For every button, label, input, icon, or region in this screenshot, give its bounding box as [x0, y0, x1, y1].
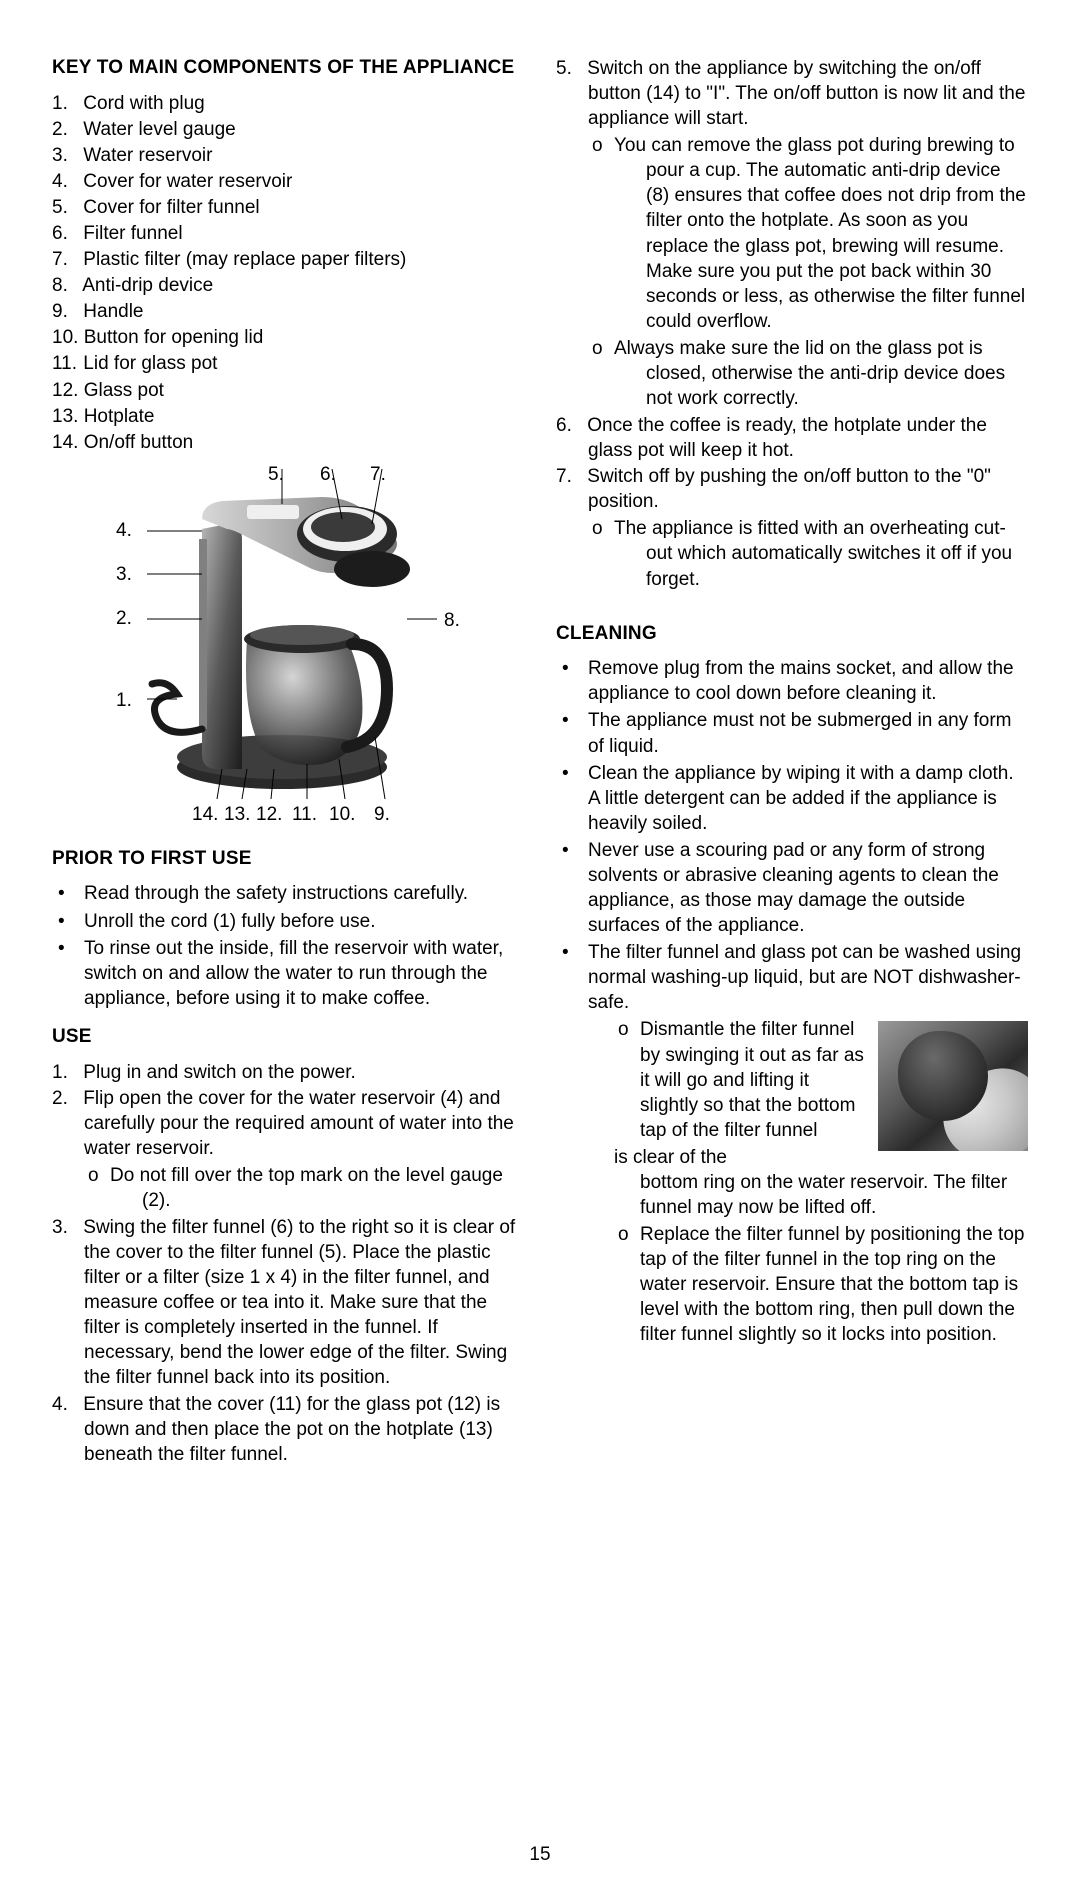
component-item: 2. Water level gauge: [52, 117, 524, 142]
component-item: 9. Handle: [52, 299, 524, 324]
diag-label-2: 2.: [116, 609, 132, 628]
heading-components: KEY TO MAIN COMPONENTS OF THE APPLIANCE: [52, 56, 524, 81]
component-item: 12. Glass pot: [52, 378, 524, 403]
heading-cleaning: CLEANING: [556, 622, 1028, 647]
prior-item: Unroll the cord (1) fully before use.: [52, 909, 524, 934]
coffee-maker-illustration: [147, 469, 437, 799]
use-item: 1. Plug in and switch on the power.: [52, 1060, 524, 1085]
use-subitem: Always make sure the lid on the glass po…: [620, 336, 1028, 411]
diag-label-4: 4.: [116, 521, 132, 540]
cleaning-subitem-tail: bottom ring on the water reservoir. The …: [588, 1170, 1028, 1220]
component-item: 14. On/off button: [52, 430, 524, 455]
cleaning-item: The filter funnel and glass pot can be w…: [556, 940, 1028, 1347]
component-item: 11. Lid for glass pot: [52, 351, 524, 376]
use-item: 4. Ensure that the cover (11) for the gl…: [52, 1392, 524, 1467]
component-item: 6. Filter funnel: [52, 221, 524, 246]
prior-use-list: Read through the safety instructions car…: [52, 881, 524, 1010]
use-item: 5. Switch on the appliance by switching …: [556, 56, 1028, 411]
cleaning-item: Remove plug from the mains socket, and a…: [556, 656, 1028, 706]
two-column-layout: KEY TO MAIN COMPONENTS OF THE APPLIANCE …: [52, 56, 1028, 1481]
cleaning-subitem: Replace the filter funnel by positioning…: [614, 1222, 1028, 1347]
use-item: 2. Flip open the cover for the water res…: [52, 1086, 524, 1213]
component-item: 8. Anti-drip device: [52, 273, 524, 298]
diag-label-5: 5.: [268, 465, 284, 484]
use-item: 7. Switch off by pushing the on/off butt…: [556, 464, 1028, 591]
use-list-continued: 5. Switch on the appliance by switching …: [556, 56, 1028, 592]
component-item: 4. Cover for water reservoir: [52, 169, 524, 194]
diag-label-10: 10.: [329, 805, 355, 824]
filter-funnel-photo: [878, 1021, 1028, 1151]
diag-label-14: 14.: [192, 805, 218, 824]
use-subitem: The appliance is fitted with an overheat…: [620, 516, 1028, 591]
heading-use: USE: [52, 1025, 524, 1050]
diag-label-3: 3.: [116, 565, 132, 584]
use-list: 1. Plug in and switch on the power.2. Fl…: [52, 1060, 524, 1467]
cleaning-item: Clean the appliance by wiping it with a …: [556, 761, 1028, 836]
right-column: 5. Switch on the appliance by switching …: [556, 56, 1028, 1481]
component-item: 5. Cover for filter funnel: [52, 195, 524, 220]
use-subitem: You can remove the glass pot during brew…: [620, 133, 1028, 334]
diag-label-6: 6.: [320, 465, 336, 484]
component-item: 3. Water reservoir: [52, 143, 524, 168]
diag-label-11: 11.: [292, 805, 317, 824]
component-item: 7. Plastic filter (may replace paper fil…: [52, 247, 524, 272]
cleaning-list: Remove plug from the mains socket, and a…: [556, 656, 1028, 1347]
cleaning-item: Never use a scouring pad or any form of …: [556, 838, 1028, 938]
component-item: 10. Button for opening lid: [52, 325, 524, 350]
left-column: KEY TO MAIN COMPONENTS OF THE APPLIANCE …: [52, 56, 524, 1481]
component-item: 13. Hotplate: [52, 404, 524, 429]
heading-prior-use: PRIOR TO FIRST USE: [52, 847, 524, 872]
diag-label-1: 1.: [116, 691, 132, 710]
use-subitem: Do not fill over the top mark on the lev…: [116, 1163, 524, 1213]
use-item: 3. Swing the filter funnel (6) to the ri…: [52, 1215, 524, 1391]
diag-label-9: 9.: [374, 805, 390, 824]
components-list: 1. Cord with plug2. Water level gauge3. …: [52, 91, 524, 455]
prior-item: To rinse out the inside, fill the reserv…: [52, 936, 524, 1011]
diag-label-8: 8.: [444, 611, 460, 630]
prior-item: Read through the safety instructions car…: [52, 881, 524, 906]
cleaning-item: The appliance must not be submerged in a…: [556, 708, 1028, 758]
diag-label-7: 7.: [370, 465, 386, 484]
diag-label-13: 13.: [224, 805, 250, 824]
component-item: 1. Cord with plug: [52, 91, 524, 116]
appliance-diagram: 5. 6. 7. 4. 3. 2. 1. 8. 14. 13. 12. 11. …: [52, 469, 524, 839]
diag-label-12: 12.: [256, 805, 282, 824]
use-item: 6. Once the coffee is ready, the hotplat…: [556, 413, 1028, 463]
cleaning-subitem: Dismantle the filter funnel by swinging …: [614, 1017, 1028, 1142]
page-number: 15: [529, 1844, 550, 1866]
